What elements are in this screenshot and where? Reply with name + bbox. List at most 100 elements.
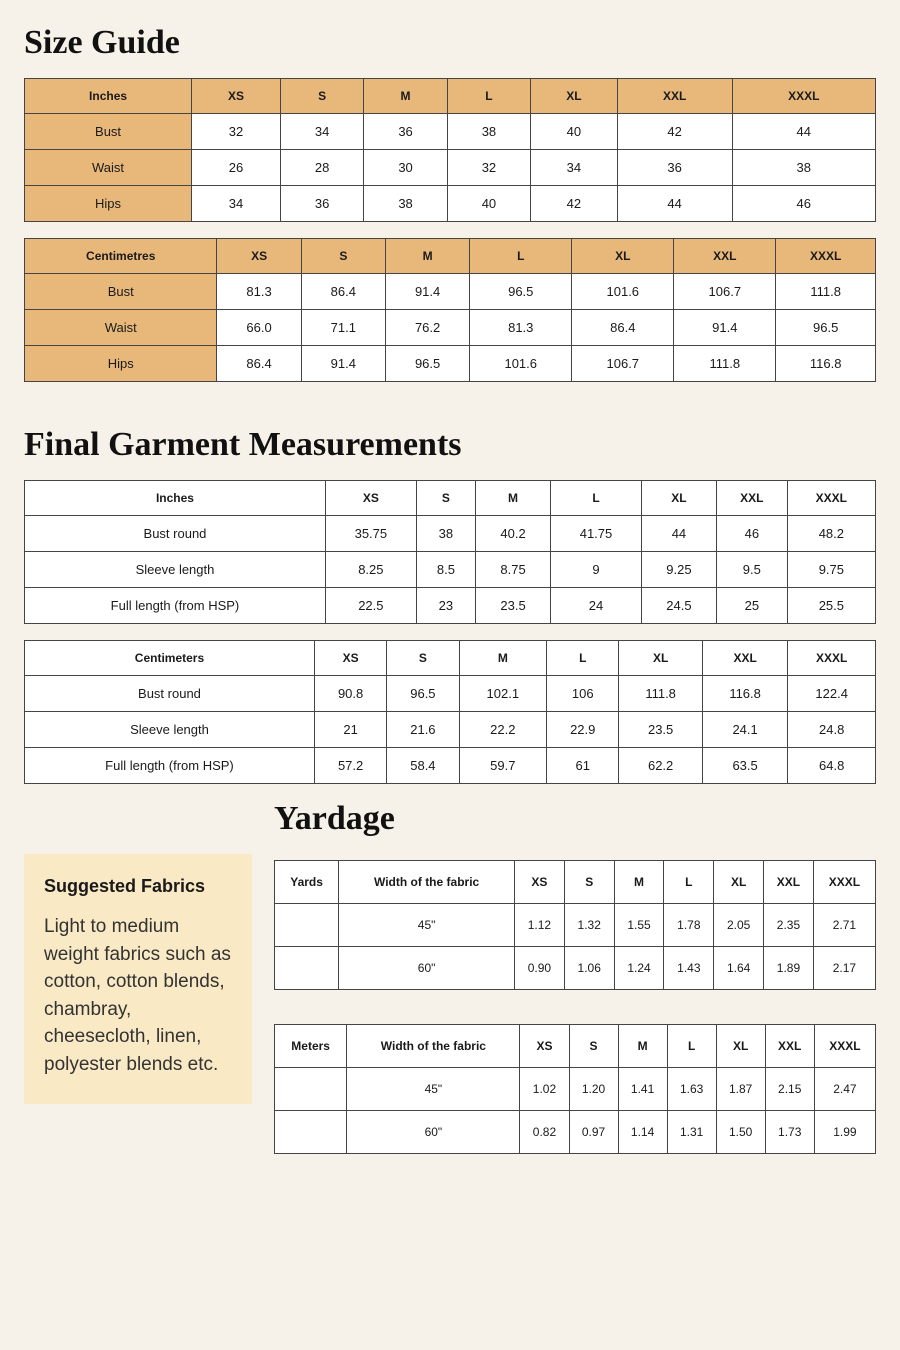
- cell-value: 62.2: [619, 748, 702, 784]
- cell-value: 22.2: [459, 712, 547, 748]
- cell-value: 1.41: [618, 1068, 667, 1111]
- unit-label: Centimetres: [25, 239, 217, 274]
- col-m: M: [618, 1025, 667, 1068]
- suggested-fabrics-box: Suggested Fabrics Light to medium weight…: [24, 854, 252, 1104]
- cell-value: 66.0: [217, 310, 301, 346]
- cell-value: 35.75: [325, 516, 416, 552]
- table-row: Hips34363840424446: [25, 186, 876, 222]
- garment-inches-table: Inches XS S M L XL XXL XXXL Bust round35…: [24, 480, 876, 624]
- row-label: Bust round: [25, 676, 315, 712]
- row-label: Waist: [25, 150, 192, 186]
- col-xxl: XXL: [674, 239, 776, 274]
- cell-value: 38: [447, 114, 530, 150]
- row-label: Bust: [25, 274, 217, 310]
- row-empty: [275, 1111, 347, 1154]
- cell-value: 102.1: [459, 676, 547, 712]
- yardage-meters-body: 45"1.021.201.411.631.872.152.4760"0.820.…: [275, 1068, 876, 1154]
- cell-value: 9.75: [787, 552, 875, 588]
- garment-inches-body: Bust round35.753840.241.75444648.2Sleeve…: [25, 516, 876, 624]
- col-xl: XL: [714, 861, 764, 904]
- cell-value: 22.5: [325, 588, 416, 624]
- cell-value: 86.4: [572, 310, 674, 346]
- cell-value: 34: [192, 186, 281, 222]
- cell-value: 1.63: [667, 1068, 716, 1111]
- cell-value: 111.8: [776, 274, 876, 310]
- row-label: Hips: [25, 346, 217, 382]
- col-xxxl: XXXL: [732, 79, 875, 114]
- cell-value: 1.32: [564, 904, 614, 947]
- table-row: Sleeve length2121.622.222.923.524.124.8: [25, 712, 876, 748]
- col-m: M: [614, 861, 664, 904]
- cell-value: 30: [364, 150, 447, 186]
- table-row: Full length (from HSP)57.258.459.76162.2…: [25, 748, 876, 784]
- cell-value: 26: [192, 150, 281, 186]
- col-xs: XS: [314, 641, 386, 676]
- yardage-yards-body: 45"1.121.321.551.782.052.352.7160"0.901.…: [275, 904, 876, 990]
- table-row: Waist26283032343638: [25, 150, 876, 186]
- size-guide-heading: Size Guide: [24, 24, 876, 62]
- cell-value: 24.8: [788, 712, 876, 748]
- col-l: L: [547, 641, 619, 676]
- cell-value: 22.9: [547, 712, 619, 748]
- cell-value: 21.6: [387, 712, 459, 748]
- unit-label: Inches: [25, 79, 192, 114]
- cell-value: 91.4: [674, 310, 776, 346]
- cell-value: 116.8: [776, 346, 876, 382]
- cell-value: 1.64: [714, 947, 764, 990]
- size-guide-inches-table: Inches XS S M L XL XXL XXXL Bust32343638…: [24, 78, 876, 222]
- table-row: Waist66.071.176.281.386.491.496.5: [25, 310, 876, 346]
- col-xxl: XXL: [716, 481, 787, 516]
- cell-value: 23.5: [619, 712, 702, 748]
- cell-value: 1.12: [515, 904, 565, 947]
- cell-value: 64.8: [788, 748, 876, 784]
- col-xl: XL: [716, 1025, 765, 1068]
- row-label: Sleeve length: [25, 712, 315, 748]
- table-row: Bust round90.896.5102.1106111.8116.8122.…: [25, 676, 876, 712]
- col-xxl: XXL: [764, 861, 814, 904]
- cell-value: 9.25: [641, 552, 716, 588]
- cell-value: 0.97: [569, 1111, 618, 1154]
- unit-label: Inches: [25, 481, 326, 516]
- suggested-fabrics-heading: Suggested Fabrics: [44, 876, 232, 897]
- col-l: L: [667, 1025, 716, 1068]
- col-m: M: [385, 239, 469, 274]
- table-row: 60"0.820.971.141.311.501.731.99: [275, 1111, 876, 1154]
- cell-value: 96.5: [470, 274, 572, 310]
- row-label: Full length (from HSP): [25, 748, 315, 784]
- cell-value: 44: [617, 186, 732, 222]
- col-l: L: [447, 79, 530, 114]
- cell-value: 91.4: [301, 346, 385, 382]
- cell-value: 8.25: [325, 552, 416, 588]
- row-empty: [275, 904, 339, 947]
- row-label: Bust round: [25, 516, 326, 552]
- cell-value: 40: [447, 186, 530, 222]
- col-m: M: [364, 79, 447, 114]
- cell-value: 38: [416, 516, 475, 552]
- cell-value: 32: [192, 114, 281, 150]
- col-s: S: [564, 861, 614, 904]
- cell-value: 2.47: [814, 1068, 875, 1111]
- cell-value: 9: [551, 552, 642, 588]
- cell-value: 38: [732, 150, 875, 186]
- table-row: 45"1.121.321.551.782.052.352.71: [275, 904, 876, 947]
- garment-cm-body: Bust round90.896.5102.1106111.8116.8122.…: [25, 676, 876, 784]
- cell-value: 1.14: [618, 1111, 667, 1154]
- row-empty: [275, 1068, 347, 1111]
- col-xl: XL: [531, 79, 618, 114]
- cell-value: 1.02: [520, 1068, 569, 1111]
- cell-value: 8.75: [476, 552, 551, 588]
- cell-value: 8.5: [416, 552, 475, 588]
- cell-value: 23.5: [476, 588, 551, 624]
- col-l: L: [664, 861, 714, 904]
- col-xs: XS: [192, 79, 281, 114]
- col-xl: XL: [641, 481, 716, 516]
- yardage-heading: Yardage: [274, 800, 876, 838]
- cell-value: 1.50: [716, 1111, 765, 1154]
- cell-value: 38: [364, 186, 447, 222]
- cell-value: 1.73: [765, 1111, 814, 1154]
- col-l: L: [470, 239, 572, 274]
- cell-value: 48.2: [787, 516, 875, 552]
- unit-label: Meters: [275, 1025, 347, 1068]
- table-row: Hips86.491.496.5101.6106.7111.8116.8: [25, 346, 876, 382]
- unit-label: Centimeters: [25, 641, 315, 676]
